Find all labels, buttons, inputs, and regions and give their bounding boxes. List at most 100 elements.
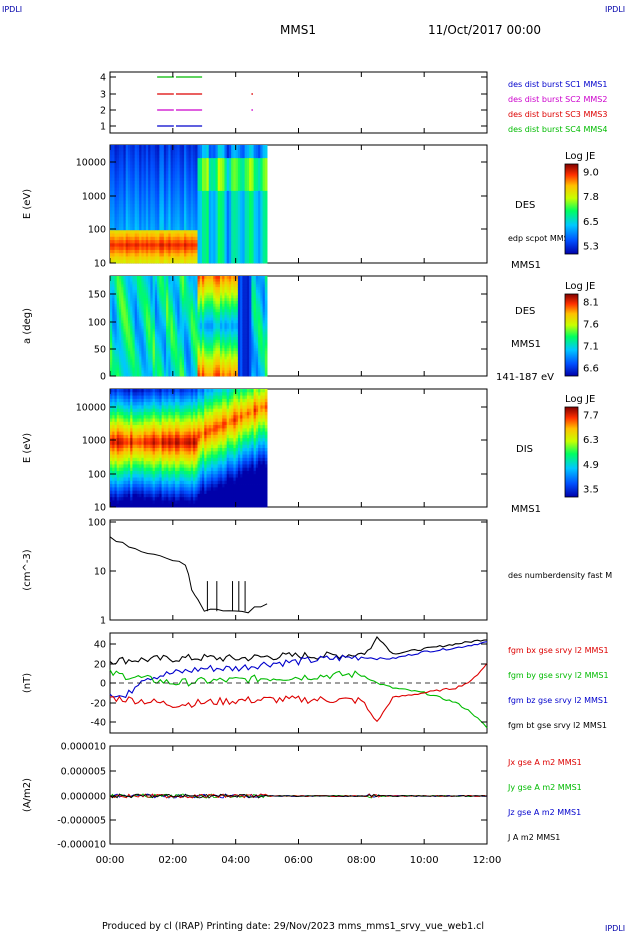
des-energy-cell	[233, 171, 236, 175]
des-pitch-cell	[155, 315, 158, 318]
des-energy-cell	[189, 227, 192, 231]
des-energy-cell	[265, 247, 268, 251]
des-pitch-cell	[245, 295, 248, 298]
des-energy-cell	[112, 234, 115, 238]
des-pitch-cell	[260, 320, 263, 323]
des-pitch-cell	[139, 348, 142, 351]
des-energy-cell	[249, 243, 252, 247]
des-pitch-cell	[200, 332, 203, 335]
des-pitch-cell	[162, 284, 165, 287]
des-energy-cell	[173, 230, 176, 234]
des-energy-cell	[135, 211, 138, 215]
des-pitch-cell	[260, 282, 263, 285]
des-energy-cell	[256, 188, 259, 192]
des-energy-cell	[249, 148, 252, 152]
des-energy-cell	[218, 158, 221, 162]
des-pitch-cell	[200, 304, 203, 307]
des-energy-cell	[117, 227, 120, 231]
des-energy-cell	[249, 165, 252, 169]
des-pitch-cell	[249, 345, 252, 348]
des-pitch-cell	[139, 340, 142, 343]
des-energy-cell	[200, 184, 203, 188]
des-energy-cell	[260, 214, 263, 218]
des-energy-cell	[240, 217, 243, 221]
des-energy-cell	[135, 253, 138, 257]
des-energy-cell	[256, 224, 259, 228]
des-pitch-cell	[166, 284, 169, 287]
des-energy-cell	[211, 148, 214, 152]
des-energy-cell	[211, 234, 214, 238]
des-pitch-cell	[189, 359, 192, 362]
des-pitch-cell	[206, 279, 209, 282]
des-pitch-cell	[112, 362, 115, 365]
des-pitch-cell	[229, 365, 232, 368]
des-pitch-cell	[249, 370, 252, 373]
des-energy-cell	[256, 250, 259, 254]
des-pitch-cell	[256, 362, 259, 365]
des-pitch-cell	[229, 320, 232, 323]
des-energy-cell	[233, 188, 236, 192]
des-pitch-cell	[218, 282, 221, 285]
des-pitch-cell	[150, 348, 153, 351]
des-pitch-cell	[135, 362, 138, 365]
des-energy-cell	[256, 247, 259, 251]
des-energy-cell	[206, 207, 209, 211]
des-energy-cell	[265, 256, 268, 260]
des-pitch-cell	[117, 287, 120, 290]
des-pitch-cell	[150, 329, 153, 332]
des-pitch-cell	[249, 293, 252, 296]
des-pitch-cell	[200, 312, 203, 315]
des-pitch-cell	[139, 357, 142, 360]
des-energy-cell	[260, 256, 263, 260]
des-energy-cell	[256, 158, 259, 162]
des-pitch-cell	[146, 304, 149, 307]
des-energy-cell	[249, 253, 252, 257]
des-energy-cell	[260, 181, 263, 185]
des-energy-cell	[211, 240, 214, 244]
des-energy-cell	[139, 158, 142, 162]
des-pitch-cell	[128, 301, 131, 304]
des-energy-cell	[233, 250, 236, 254]
des-energy-cell	[245, 240, 248, 244]
des-energy-cell	[260, 161, 263, 165]
des-pitch-cell	[177, 312, 180, 315]
des-energy-cell	[135, 175, 138, 179]
des-energy-cell	[240, 240, 243, 244]
des-pitch-cell	[177, 365, 180, 368]
des-pitch-cell	[139, 337, 142, 340]
des-energy-cell	[128, 247, 131, 251]
des-energy-cell	[155, 240, 158, 244]
des-energy-cell	[155, 145, 158, 149]
des-energy-cell	[200, 201, 203, 205]
des-energy-cell	[128, 220, 131, 224]
des-pitch-cell	[260, 343, 263, 346]
des-energy-cell	[222, 175, 225, 179]
des-energy-cell	[112, 191, 115, 195]
des-pitch-cell	[184, 362, 187, 365]
des-energy-cell	[195, 181, 198, 185]
des-energy-cell	[200, 211, 203, 215]
des-energy-cell	[189, 250, 192, 254]
des-pitch-cell	[128, 373, 131, 376]
des-pitch-cell	[195, 293, 198, 296]
des-pitch-cell	[206, 295, 209, 298]
des-energy-cell	[117, 155, 120, 159]
des-pitch-cell	[135, 368, 138, 371]
des-energy-cell	[139, 181, 142, 185]
des-energy-cell	[218, 240, 221, 244]
des-pitch-cell	[189, 373, 192, 376]
des-energy-cell	[173, 201, 176, 205]
des-energy-cell	[146, 152, 149, 156]
des-pitch-cell	[139, 345, 142, 348]
des-energy-cell	[166, 204, 169, 208]
des-energy-cell	[222, 171, 225, 175]
des-pitch-cell	[139, 365, 142, 368]
des-energy-cell	[139, 197, 142, 201]
des-energy-cell	[177, 194, 180, 198]
des-energy-cell	[112, 148, 115, 152]
des-pitch-cell	[123, 359, 126, 362]
des-energy-cell	[189, 240, 192, 244]
des-energy-cell	[229, 204, 232, 208]
des-energy-cell	[135, 204, 138, 208]
des-energy-cell	[173, 237, 176, 241]
